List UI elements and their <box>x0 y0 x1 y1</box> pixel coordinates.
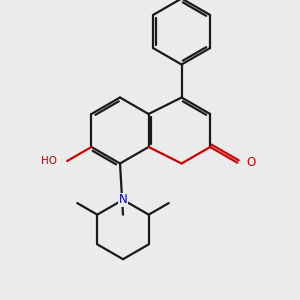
Text: N: N <box>118 193 127 206</box>
Text: HO: HO <box>40 156 57 166</box>
Text: O: O <box>246 156 256 169</box>
